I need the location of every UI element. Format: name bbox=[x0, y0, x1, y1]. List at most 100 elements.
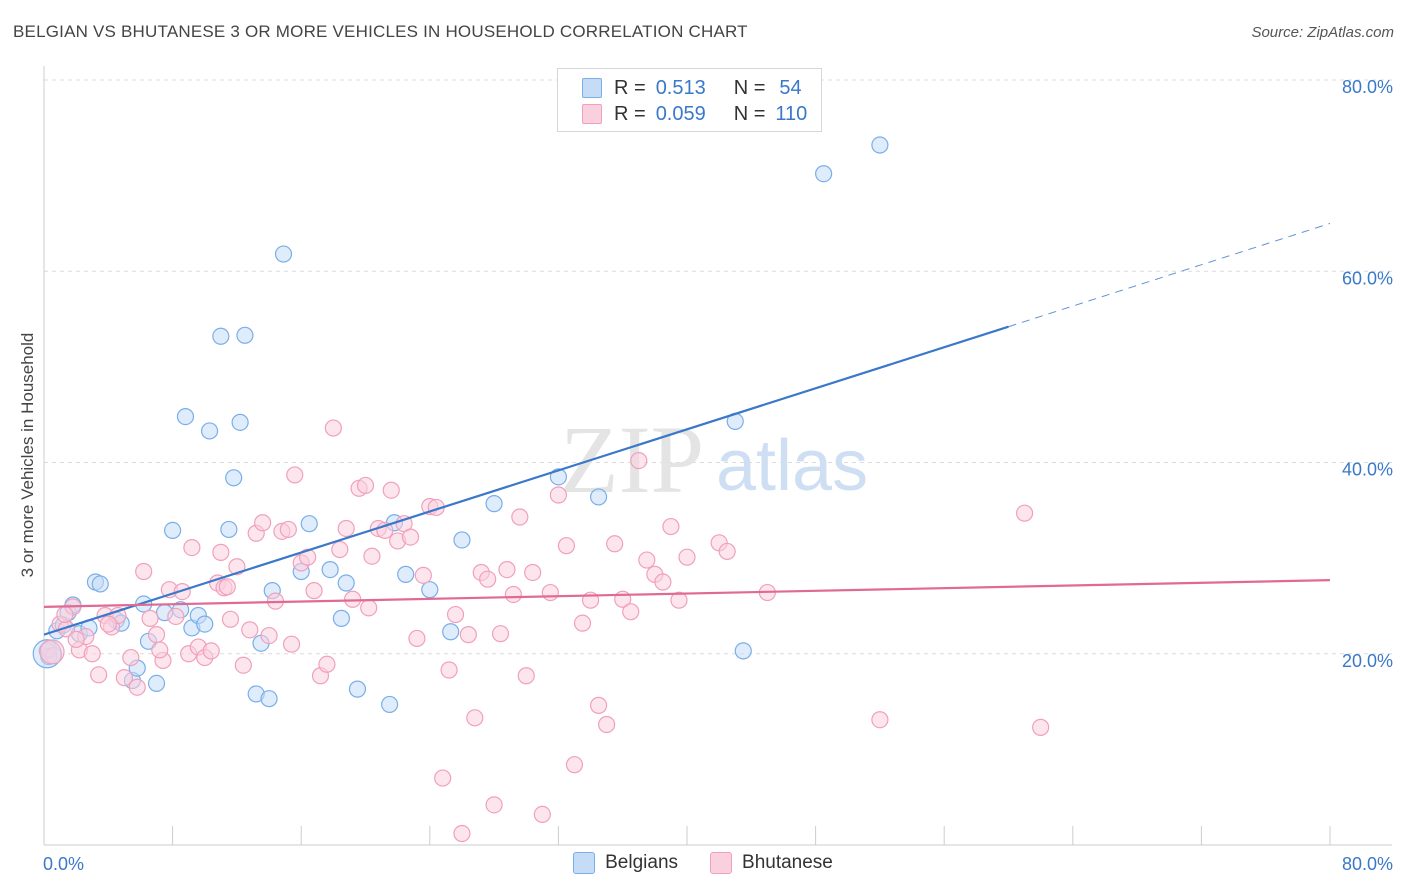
bhutanese-point bbox=[871, 711, 889, 729]
legend: R = 0.513 N = 54 R = 0.059 N = 110 bbox=[557, 68, 822, 132]
legend-r-label: R = bbox=[614, 76, 646, 99]
bhutanese-point bbox=[218, 578, 236, 596]
bhutanese-point bbox=[260, 626, 278, 645]
bhutanese-point bbox=[401, 528, 420, 546]
belgians-point bbox=[871, 136, 889, 154]
bhutanese-point bbox=[557, 537, 576, 555]
y-tick-label: 60.0% bbox=[1342, 268, 1393, 288]
bhutanese-point bbox=[524, 563, 542, 582]
y-tick-label: 80.0% bbox=[1342, 77, 1393, 97]
bhutanese-point bbox=[141, 609, 159, 627]
bhutanese-point bbox=[279, 520, 297, 539]
bhutanese-point bbox=[122, 648, 140, 667]
bhutanese-point bbox=[498, 560, 516, 579]
bhutanese-point bbox=[67, 630, 85, 649]
bhutanese-point bbox=[517, 667, 535, 685]
bhutanese-point bbox=[202, 642, 220, 660]
bhutanese-point bbox=[654, 573, 672, 591]
bhutanese-point bbox=[324, 419, 342, 437]
bhutanese-point bbox=[533, 805, 551, 824]
bhutanese-point bbox=[318, 655, 336, 673]
bhutanese-point bbox=[183, 539, 201, 557]
belgians-point bbox=[164, 521, 182, 539]
bhutanese-point bbox=[670, 591, 688, 609]
bhutanese-point bbox=[331, 540, 349, 559]
bhutanese-point bbox=[1015, 504, 1034, 522]
bhutanese-point bbox=[356, 476, 375, 495]
bhutanese-point bbox=[598, 715, 616, 734]
legend-row-belgians: R = 0.513 N = 54 bbox=[582, 76, 802, 100]
bhutanese-point bbox=[128, 678, 146, 696]
belgians-point bbox=[274, 245, 293, 263]
bhutanese-point bbox=[286, 466, 304, 484]
legend-row-bhutanese: R = 0.059 N = 110 bbox=[582, 102, 807, 126]
bhutanese-point bbox=[662, 517, 680, 536]
bhutanese-point bbox=[135, 562, 153, 581]
bhutanese-cluster-point bbox=[39, 639, 65, 665]
chart-title: BELGIAN VS BHUTANESE 3 OR MORE VEHICLES … bbox=[13, 22, 748, 41]
bhutanese-point bbox=[254, 514, 272, 532]
bhutanese-point bbox=[115, 669, 133, 687]
bhutanese-point bbox=[414, 566, 432, 584]
trend-layer bbox=[43, 222, 1331, 636]
bhutanese-point bbox=[589, 696, 608, 714]
bhutanese-point bbox=[408, 629, 426, 648]
legend-swatch-bhutanese bbox=[582, 104, 602, 124]
bhutanese-point bbox=[1032, 718, 1050, 736]
belgians-point bbox=[147, 674, 166, 692]
belgians-point bbox=[236, 326, 254, 344]
bhutanese-point bbox=[504, 585, 522, 604]
bhutanese-point bbox=[491, 625, 510, 643]
bhutanese-point bbox=[606, 535, 624, 553]
bhutanese-point bbox=[147, 626, 166, 644]
bhutanese-point bbox=[167, 607, 185, 626]
belgians-point bbox=[337, 574, 355, 592]
bhutanese-point bbox=[565, 756, 584, 774]
bhutanese-point bbox=[282, 635, 301, 653]
y-tick-label: 40.0% bbox=[1342, 460, 1393, 480]
belgians-point bbox=[589, 488, 608, 506]
bhutanese-point bbox=[511, 508, 529, 526]
bhutanese-point bbox=[678, 548, 696, 566]
belgians-point bbox=[300, 515, 318, 533]
y-tick-label: 20.0% bbox=[1342, 651, 1393, 671]
points-layer bbox=[32, 136, 1050, 843]
bhutanese-point bbox=[459, 626, 477, 644]
bhutanese-point bbox=[573, 614, 592, 632]
source-label: Source: ZipAtlas.com bbox=[1251, 24, 1394, 41]
belgians-point bbox=[453, 531, 471, 549]
bottom-legend: Belgians Bhutanese bbox=[0, 852, 1406, 874]
belgians-point bbox=[200, 422, 219, 440]
bottom-legend-bhutanese[interactable]: Bhutanese bbox=[710, 852, 833, 874]
x-tick-label-min: 0.0% bbox=[43, 854, 84, 874]
belgians-point bbox=[225, 469, 243, 487]
bhutanese-point bbox=[212, 543, 230, 561]
belgians-point bbox=[260, 690, 278, 708]
bhutanese-point bbox=[83, 645, 101, 663]
belgians-point bbox=[332, 609, 350, 627]
x-tick-label-max: 80.0% bbox=[1342, 854, 1393, 874]
belgians-point bbox=[348, 680, 367, 698]
belgians-trend-extension bbox=[1008, 222, 1331, 328]
bhutanese-point bbox=[151, 641, 169, 659]
bhutanese-point bbox=[56, 605, 74, 624]
bhutanese-point bbox=[90, 666, 108, 684]
bottom-legend-belgians[interactable]: Belgians bbox=[573, 852, 678, 874]
belgians-point bbox=[321, 560, 339, 579]
grid-layer bbox=[44, 79, 1392, 655]
bhutanese-point bbox=[446, 605, 465, 624]
belgians-point bbox=[381, 695, 399, 714]
bottom-legend-swatch-belgians bbox=[573, 852, 596, 874]
belgians-point bbox=[485, 495, 503, 513]
legend-r-label: R = bbox=[614, 102, 646, 125]
belgians-point bbox=[815, 165, 833, 183]
bhutanese-point bbox=[541, 583, 559, 602]
belgians-trend-line bbox=[43, 325, 1009, 636]
bottom-legend-label-bhutanese: Bhutanese bbox=[742, 852, 833, 873]
label-layer: 20.0% 40.0% 60.0% 80.0% 0.0% 80.0% bbox=[43, 77, 1393, 874]
bhutanese-trend-line bbox=[43, 579, 1331, 608]
belgians-point bbox=[442, 623, 460, 641]
bhutanese-point bbox=[434, 769, 452, 787]
bhutanese-point bbox=[382, 481, 400, 499]
legend-r-value: 0.059 bbox=[655, 102, 706, 125]
